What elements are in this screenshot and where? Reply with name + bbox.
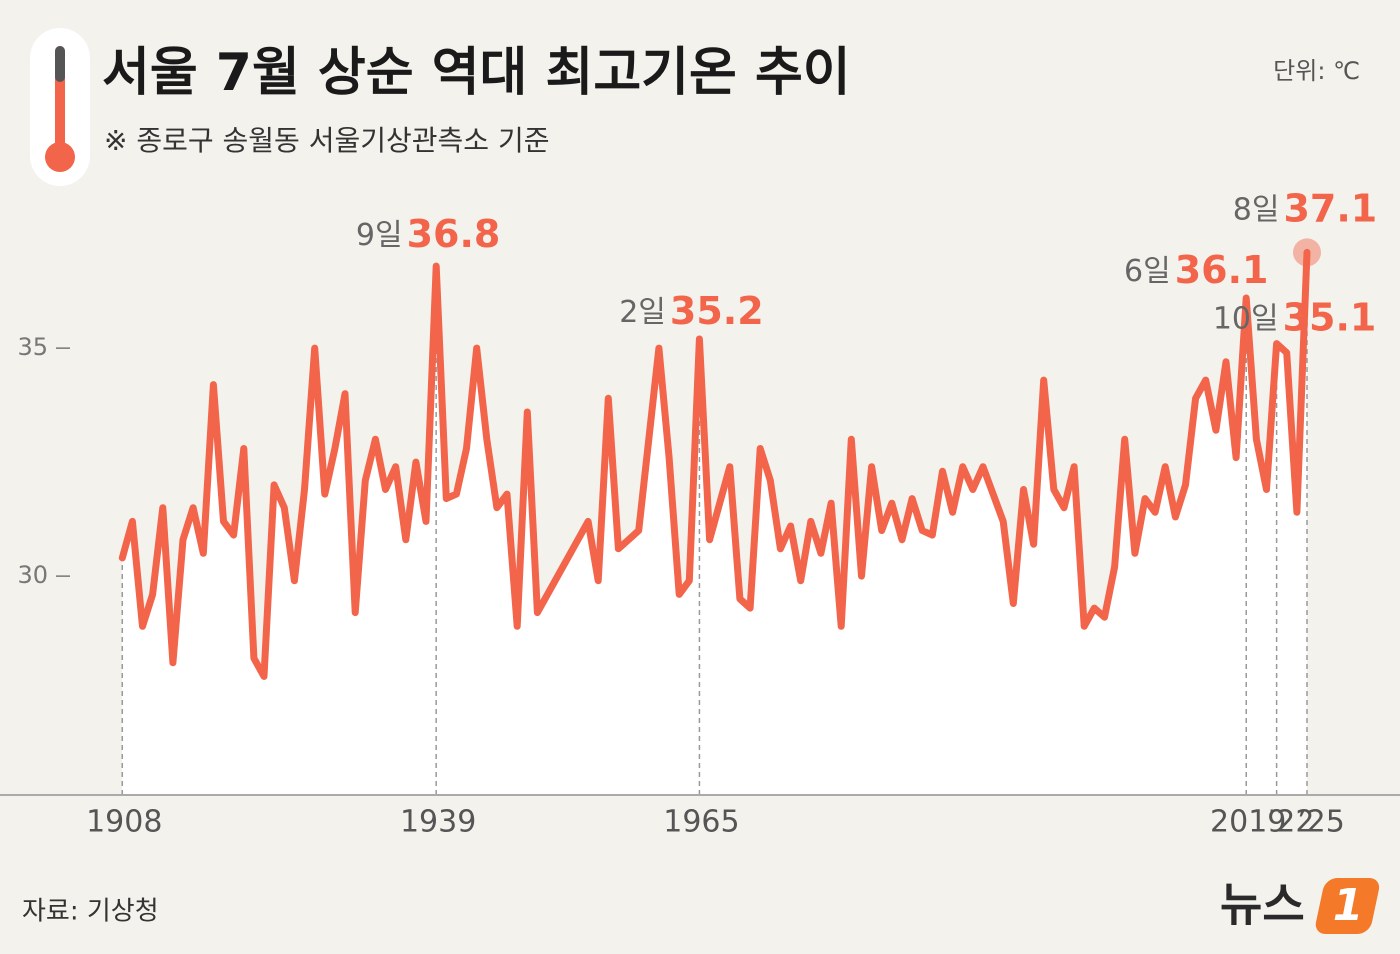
annotation: 9일 36.8 (356, 212, 500, 256)
annotation-day: 8일 (1233, 192, 1280, 227)
annotation: 8일 37.1 (1233, 186, 1377, 230)
y-tick-label: 30 (17, 561, 48, 589)
logo-box (1315, 878, 1380, 934)
logo: 뉴스 1 (1220, 878, 1380, 934)
x-tick-label: ’22 (1267, 805, 1315, 840)
annotation-day: 2일 (619, 295, 666, 330)
annotation-value: 35.1 (1283, 295, 1377, 339)
logo-mark: 1 (1333, 880, 1364, 931)
annotation-value: 37.1 (1283, 186, 1377, 230)
x-tick-label: 1939 (400, 805, 476, 840)
unit-label: 단위: ℃ (1273, 57, 1360, 85)
x-tick-label: 1965 (663, 805, 739, 840)
thermometer-icon (30, 28, 90, 186)
annotation-day: 6일 (1124, 253, 1171, 288)
x-tick-label: 2019 (1210, 805, 1286, 840)
chart-subtitle: ※ 종로구 송월동 서울기상관측소 기준 (104, 124, 549, 157)
x-tick-label: 1908 (86, 805, 162, 840)
annotation: 2일 35.2 (619, 289, 763, 333)
logo-text: 뉴스 (1220, 878, 1305, 932)
annotation-day: 9일 (356, 218, 403, 253)
annotation-day: 10일 (1213, 301, 1279, 336)
annotation-value: 35.2 (670, 289, 764, 333)
highlight-dot (1292, 238, 1321, 267)
line (118, 248, 1311, 680)
x-tick-label: ’25 (1297, 805, 1345, 840)
plot: 30 35 1908 1939 1965 2019’22’25 9일 36.8 2일 35.2 6일… (0, 186, 1400, 840)
annotation-value: 36.1 (1175, 247, 1269, 291)
annotation: 10일 35.1 (1213, 295, 1377, 339)
annotation: 6일 36.1 (1124, 247, 1268, 291)
annotation-value: 36.8 (407, 212, 501, 256)
y-tick-label: 35 (17, 333, 48, 361)
source: 자료: 기상청 (22, 897, 159, 927)
chart-title: 서울 7월 상순 역대 최고기온 추이 (102, 43, 851, 103)
